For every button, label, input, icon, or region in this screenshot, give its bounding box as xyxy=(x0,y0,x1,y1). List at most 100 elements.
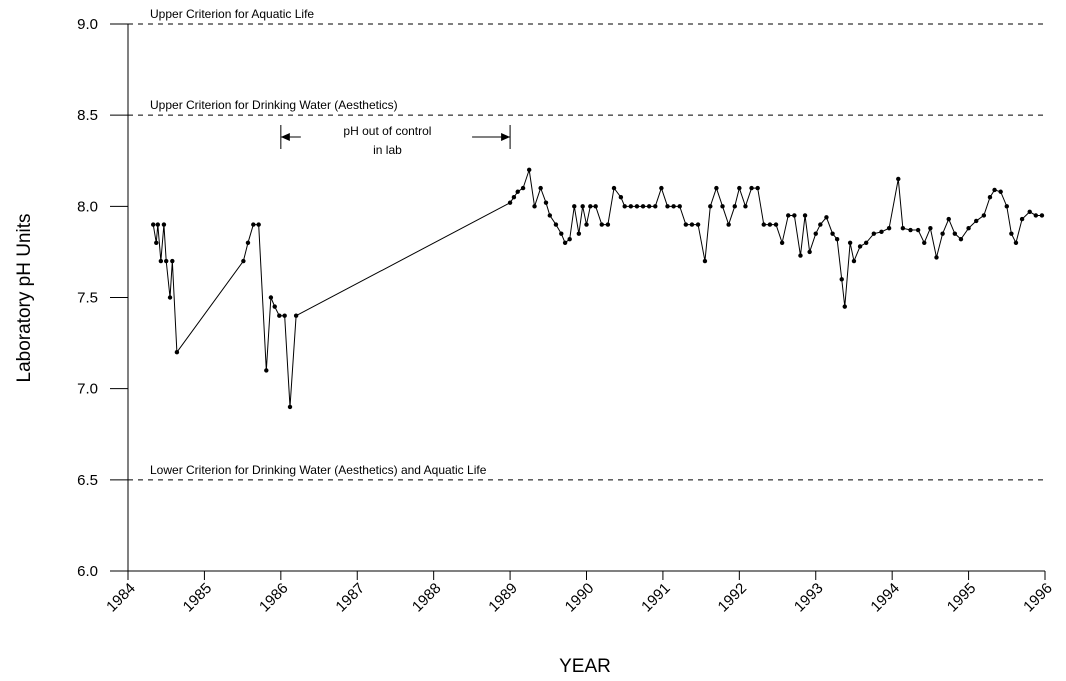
y-tick-label: 7.0 xyxy=(77,381,98,398)
data-point xyxy=(987,195,993,200)
data-point xyxy=(646,204,652,209)
data-point xyxy=(515,189,520,194)
data-point xyxy=(992,187,997,193)
data-point xyxy=(580,204,585,209)
data-point xyxy=(151,222,156,227)
data-point xyxy=(886,226,892,231)
data-point xyxy=(871,231,877,236)
data-point xyxy=(1039,213,1045,218)
data-point xyxy=(802,213,808,218)
data-point xyxy=(1009,231,1014,236)
data-point xyxy=(689,222,695,227)
data-point xyxy=(952,231,958,236)
data-point xyxy=(256,222,261,227)
data-point xyxy=(511,195,517,200)
data-point xyxy=(543,200,549,205)
data-point xyxy=(940,231,945,236)
data-point xyxy=(584,222,589,227)
data-point xyxy=(628,204,634,209)
data-point xyxy=(792,213,797,218)
data-point xyxy=(786,213,791,218)
data-point xyxy=(567,236,572,242)
data-point xyxy=(1027,209,1032,215)
data-point xyxy=(520,185,526,191)
data-point xyxy=(915,227,921,233)
y-tick-label: 9.0 xyxy=(77,16,98,33)
data-point xyxy=(174,350,180,355)
data-point xyxy=(611,185,617,191)
data-point xyxy=(164,258,169,264)
data-point xyxy=(749,185,754,191)
x-tick-label: 1992 xyxy=(715,580,751,616)
data-point xyxy=(847,240,853,245)
x-tick-label: 1987 xyxy=(332,580,368,616)
data-point xyxy=(830,231,835,236)
data-point xyxy=(572,204,577,209)
x-tick-label: 1986 xyxy=(256,580,292,616)
data-point xyxy=(170,258,175,264)
data-point xyxy=(807,249,812,255)
data-point xyxy=(743,204,748,209)
data-point xyxy=(245,240,251,245)
data-point xyxy=(928,226,933,231)
data-point xyxy=(547,213,553,218)
data-point xyxy=(773,222,779,227)
data-point xyxy=(1004,204,1009,209)
data-point xyxy=(576,231,582,236)
data-point xyxy=(268,295,274,300)
x-tick-label: 1995 xyxy=(944,580,980,616)
data-point xyxy=(708,204,713,209)
data-point xyxy=(958,236,964,242)
data-point xyxy=(282,313,287,318)
data-point xyxy=(634,204,640,209)
data-point xyxy=(154,240,159,245)
data-point xyxy=(946,216,951,222)
x-tick-label: 1985 xyxy=(180,580,216,616)
data-point xyxy=(161,222,167,227)
data-point xyxy=(618,195,624,200)
reference-label: Upper Criterion for Aquatic Life xyxy=(150,7,314,21)
data-point xyxy=(755,185,760,191)
data-point xyxy=(966,226,971,231)
data-point xyxy=(813,231,818,236)
data-point xyxy=(677,204,682,209)
data-point xyxy=(761,222,766,227)
data-point xyxy=(726,222,731,227)
reference-label: Upper Criterion for Drinking Water (Aest… xyxy=(150,98,398,112)
data-point xyxy=(593,204,598,209)
data-point xyxy=(158,258,164,264)
data-point xyxy=(1019,216,1025,222)
data-point xyxy=(834,236,840,242)
data-point xyxy=(798,253,803,258)
y-tick-label: 6.5 xyxy=(77,472,98,489)
data-point xyxy=(974,218,979,224)
data-point xyxy=(264,368,269,373)
data-point xyxy=(293,313,299,318)
data-point xyxy=(896,176,901,182)
y-tick-label: 6.0 xyxy=(77,563,98,580)
data-point xyxy=(908,227,913,233)
data-point xyxy=(839,277,844,282)
x-tick-label: 1991 xyxy=(638,580,674,616)
data-point xyxy=(842,304,847,309)
data-point xyxy=(526,167,532,173)
data-point xyxy=(507,200,513,205)
data-point xyxy=(998,189,1003,194)
data-point xyxy=(640,204,646,209)
y-tick-label: 8.5 xyxy=(77,107,98,124)
x-tick-label: 1993 xyxy=(791,580,827,616)
data-point xyxy=(720,204,725,209)
data-point xyxy=(879,229,884,235)
data-point xyxy=(1013,240,1019,245)
x-tick-label: 1989 xyxy=(485,580,521,616)
data-point xyxy=(665,204,670,209)
data-point xyxy=(851,258,857,264)
x-tick-label: 1988 xyxy=(409,580,445,616)
annotation-text: in lab xyxy=(373,143,402,157)
data-point xyxy=(659,185,664,191)
y-tick-label: 7.5 xyxy=(77,290,98,307)
data-point xyxy=(671,204,676,209)
annotation-arrowhead xyxy=(280,133,290,141)
